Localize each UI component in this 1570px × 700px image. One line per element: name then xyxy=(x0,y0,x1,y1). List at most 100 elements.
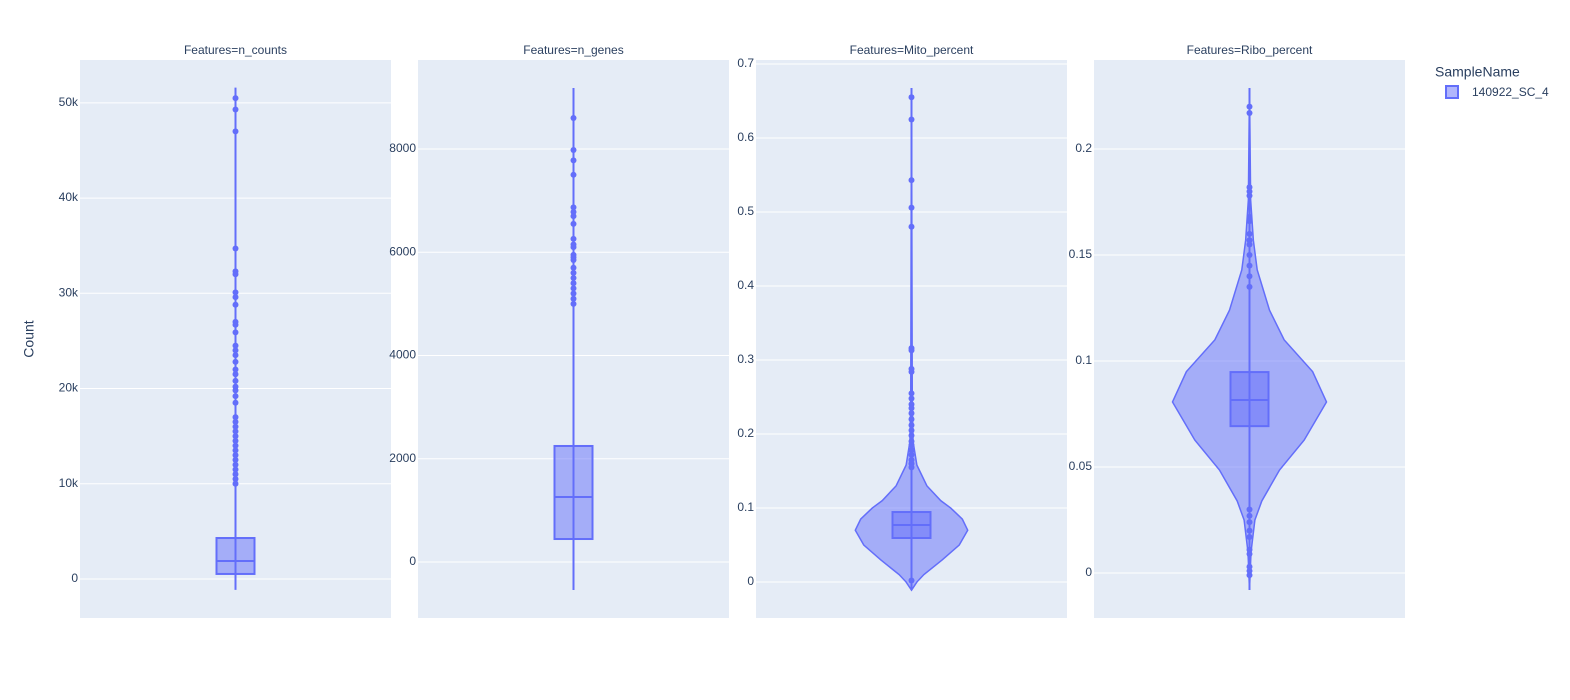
outlier-point xyxy=(232,393,239,400)
y-tick-label: 40k xyxy=(59,190,79,204)
outlier-point xyxy=(232,128,239,135)
outlier-point xyxy=(570,171,577,178)
y-axis-label: Count xyxy=(21,320,37,357)
y-tick-label: 0.2 xyxy=(737,426,754,440)
outlier-point xyxy=(570,275,577,282)
outlier-point xyxy=(570,115,577,122)
y-tick-label: 2000 xyxy=(389,451,416,465)
outlier-point xyxy=(570,300,577,307)
outlier-point xyxy=(1246,506,1253,513)
outlier-point xyxy=(908,427,915,434)
outlier-point xyxy=(232,452,239,459)
outlier-point xyxy=(232,377,239,384)
y-tick-label: 30k xyxy=(59,285,79,299)
outlier-point xyxy=(1246,218,1253,225)
outlier-point xyxy=(1246,527,1253,534)
outlier-point xyxy=(570,147,577,154)
y-tick-label: 0.2 xyxy=(1075,141,1092,155)
outlier-point xyxy=(232,423,239,430)
y-tick-label: 0.6 xyxy=(737,130,754,144)
outlier-point xyxy=(570,220,577,227)
outlier-point xyxy=(1246,262,1253,269)
outlier-point xyxy=(908,368,915,375)
outlier-point xyxy=(1246,273,1253,280)
outlier-point xyxy=(232,329,239,336)
legend-swatch xyxy=(1445,85,1459,99)
outlier-point xyxy=(232,456,239,463)
outlier-point xyxy=(1246,512,1253,519)
y-tick-label: 0.1 xyxy=(737,500,754,514)
y-tick-label: 10k xyxy=(59,476,79,490)
outlier-point xyxy=(232,466,239,473)
outlier-point xyxy=(908,177,915,184)
panel-title: Features=n_genes xyxy=(523,43,623,57)
outlier-point xyxy=(232,106,239,113)
outlier-point xyxy=(1246,567,1253,574)
outlier-point xyxy=(232,428,239,435)
outlier-point xyxy=(1246,230,1253,237)
outlier-point xyxy=(570,235,577,242)
outlier-point xyxy=(908,204,915,211)
outlier-point xyxy=(232,342,239,349)
legend-title: SampleName xyxy=(1435,64,1520,80)
y-tick-label: 0 xyxy=(71,571,78,585)
outlier-point xyxy=(1246,283,1253,290)
outlier-point xyxy=(908,410,915,417)
outlier-point xyxy=(232,289,239,296)
outlier-point xyxy=(570,280,577,287)
outlier-point xyxy=(1246,192,1253,199)
outlier-point xyxy=(570,269,577,276)
outlier-point xyxy=(232,418,239,425)
outlier-point xyxy=(908,447,915,454)
outlier-point xyxy=(570,244,577,251)
y-tick-label: 0.7 xyxy=(737,56,754,70)
outlier-point xyxy=(232,358,239,365)
outlier-point xyxy=(232,352,239,359)
outlier-point xyxy=(1246,252,1253,259)
outlier-point xyxy=(908,451,915,458)
outlier-point xyxy=(570,295,577,302)
outlier-point xyxy=(570,208,577,215)
outlier-point xyxy=(232,95,239,102)
outlier-point xyxy=(232,447,239,454)
outlier-point xyxy=(1246,241,1253,248)
y-tick-label: 0 xyxy=(409,554,416,568)
outlier-point xyxy=(908,347,915,354)
outlier-point xyxy=(908,464,915,471)
box xyxy=(215,537,256,575)
outlier-point xyxy=(1246,546,1253,553)
outlier-point xyxy=(1246,519,1253,526)
outlier-point xyxy=(1246,550,1253,557)
outlier-point xyxy=(1246,103,1253,110)
outlier-point xyxy=(908,223,915,230)
y-tick-label: 0.5 xyxy=(737,204,754,218)
y-tick-label: 8000 xyxy=(389,141,416,155)
outlier-point xyxy=(232,245,239,252)
outlier-point xyxy=(1246,534,1253,541)
y-tick-label: 4000 xyxy=(389,348,416,362)
outlier-point xyxy=(908,442,915,449)
y-tick-label: 0.4 xyxy=(737,278,754,292)
outlier-point xyxy=(232,461,239,468)
outlier-point xyxy=(232,437,239,444)
outlier-point xyxy=(1246,110,1253,117)
outlier-point xyxy=(232,480,239,487)
y-tick-label: 0 xyxy=(1085,565,1092,579)
outlier-point xyxy=(570,256,577,263)
legend-label[interactable]: 140922_SC_4 xyxy=(1472,85,1549,99)
outlier-point xyxy=(908,94,915,101)
panel-title: Features=Mito_percent xyxy=(850,43,974,57)
outlier-point xyxy=(232,271,239,278)
y-tick-label: 0.15 xyxy=(1069,247,1093,261)
outlier-point xyxy=(232,294,239,301)
panel-title: Features=Ribo_percent xyxy=(1187,43,1313,57)
outlier-point xyxy=(908,116,915,123)
y-tick-label: 0.1 xyxy=(1075,353,1092,367)
outlier-point xyxy=(232,366,239,373)
outlier-point xyxy=(232,471,239,478)
y-tick-label: 0.3 xyxy=(737,352,754,366)
outlier-point xyxy=(570,213,577,220)
outlier-point xyxy=(908,390,915,397)
outlier-point xyxy=(232,475,239,482)
